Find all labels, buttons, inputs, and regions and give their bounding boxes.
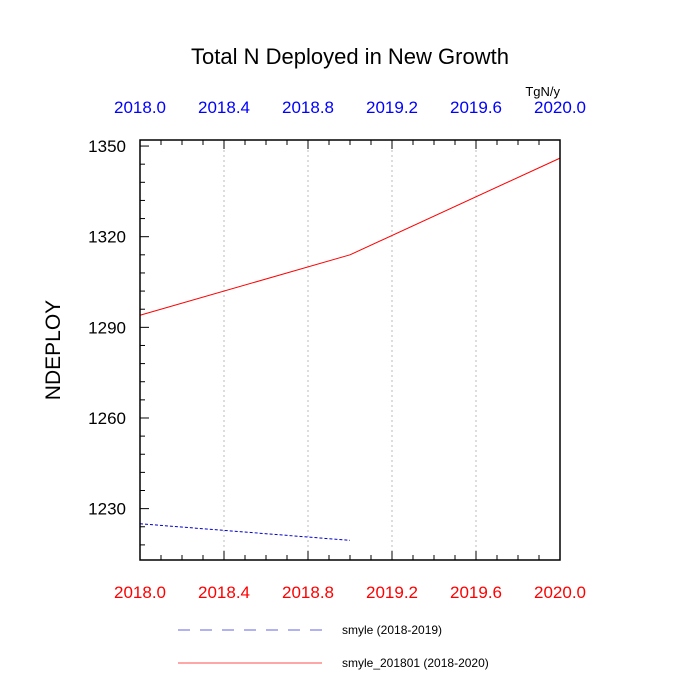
series-line-1 bbox=[139, 523, 351, 541]
units-label: TgN/y bbox=[525, 84, 560, 99]
x-tick-label-bottom: 2019.2 bbox=[366, 583, 418, 602]
x-tick-label-top: 2019.6 bbox=[450, 98, 502, 117]
grid bbox=[223, 140, 477, 560]
x-tick-label-bottom: 2018.0 bbox=[114, 583, 166, 602]
y-tick-label: 1230 bbox=[88, 500, 126, 519]
x-tick-label-bottom: 2019.6 bbox=[450, 583, 502, 602]
series-layer bbox=[139, 157, 561, 541]
x-tick-label-bottom: 2018.4 bbox=[198, 583, 250, 602]
y-tick-label: 1290 bbox=[88, 318, 126, 337]
x-tick-label-top: 2018.0 bbox=[114, 98, 166, 117]
x-tick-label-top: 2019.2 bbox=[366, 98, 418, 117]
plot-frame bbox=[139, 139, 561, 561]
y-tick-label: 1350 bbox=[88, 137, 126, 156]
legend-label-2: smyle_201801 (2018-2020) bbox=[342, 656, 489, 670]
legend: smyle (2018-2019) smyle_201801 (2018-2020… bbox=[178, 623, 489, 670]
x-tick-label-top: 2020.0 bbox=[534, 98, 586, 117]
x-tick-label-bottom: 2018.8 bbox=[282, 583, 334, 602]
y-tick-label: 1260 bbox=[88, 409, 126, 428]
series-line-2 bbox=[139, 157, 561, 316]
y-tick-label: 1320 bbox=[88, 228, 126, 247]
x-tick-label-bottom: 2020.0 bbox=[534, 583, 586, 602]
x-tick-label-top: 2018.8 bbox=[282, 98, 334, 117]
y-axis-label: NDEPLOY bbox=[42, 300, 65, 400]
x-tick-label-top: 2018.4 bbox=[198, 98, 250, 117]
legend-label-1: smyle (2018-2019) bbox=[342, 623, 442, 637]
chart-title: Total N Deployed in New Growth bbox=[191, 44, 509, 69]
ticks: 2018.0 2018.0 2018.4 2018.4 2018.8 2018.8 2019… bbox=[88, 98, 586, 602]
